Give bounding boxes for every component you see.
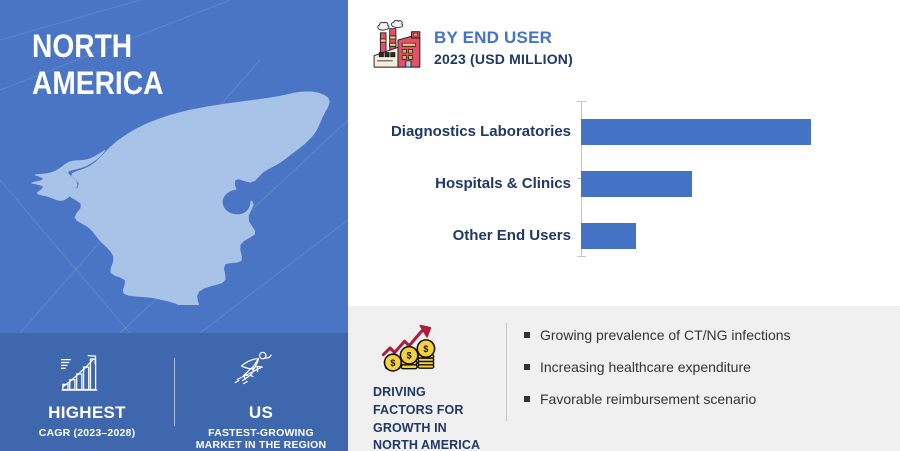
svg-text:$: $ — [390, 358, 395, 368]
svg-text:$: $ — [423, 344, 428, 354]
svg-text:$: $ — [407, 351, 412, 361]
